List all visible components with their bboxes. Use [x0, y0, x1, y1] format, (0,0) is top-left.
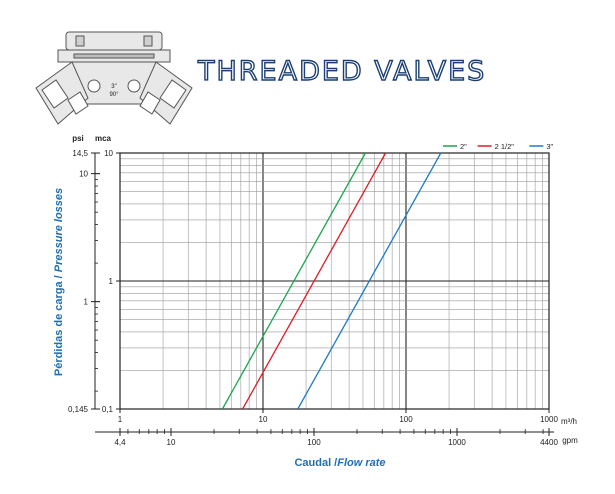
legend: 2" 2 1/2" 3": [443, 142, 554, 151]
x-unit-label: m³/h: [561, 417, 577, 426]
left-port-face: [67, 91, 89, 115]
valve-bolt-right: [143, 35, 153, 47]
series-lines: [221, 153, 442, 409]
valve-bolt-left: [75, 35, 85, 47]
series-line-3: [297, 153, 442, 409]
x-axis-label: Caudal /Flow rate: [294, 457, 385, 469]
valve-illustration: 3" 90°: [35, 31, 193, 125]
psi-tick-label: 10: [79, 170, 88, 179]
legend-label-3: 3": [546, 142, 553, 151]
gpm-tick-label: 1000: [448, 438, 466, 447]
series-line-1: [221, 153, 366, 409]
right-port-face: [139, 91, 161, 115]
psi-tick-label: 0,145: [68, 405, 89, 414]
gpm-tick-label: 4400: [540, 438, 558, 447]
x-tick-label: 100: [399, 415, 413, 424]
y-axis-label: Pérdidas de carga /Pressure losses: [53, 188, 65, 376]
left-gauge-icon: [87, 79, 101, 93]
legend-label-2: 2 1/2": [495, 142, 515, 151]
valve-size-label: 3": [111, 84, 116, 90]
left-port-opening: [41, 79, 69, 109]
psi-tick-label: 14,5: [72, 149, 88, 158]
y-tick-label: 10: [104, 149, 113, 158]
gpm-tick-label: 10: [167, 438, 176, 447]
right-port-opening: [159, 79, 187, 109]
x2-unit-label: gpm: [562, 436, 578, 445]
y-unit-label: mca: [95, 134, 112, 143]
legend-label-1: 2": [460, 142, 467, 151]
right-gauge-icon: [127, 79, 141, 93]
psi-tick-label: 1: [84, 298, 89, 307]
axes: 1 10 100 1000 4,4 10 100 1000 4400 0,145 1 10 14,5 0,…: [68, 149, 558, 447]
y2-unit-label: psi: [72, 134, 84, 143]
gpm-tick-label: 100: [307, 438, 321, 447]
x-tick-label: 1: [118, 415, 123, 424]
grid: [119, 152, 550, 410]
valve-angle-label: 90°: [109, 92, 119, 98]
gpm-tick-label: 4,4: [114, 438, 126, 447]
valve-seal: [73, 53, 155, 59]
x-tick-label: 1000: [540, 415, 558, 424]
page-title: THREADED VALVES: [197, 55, 487, 87]
x-tick-label: 10: [259, 415, 268, 424]
y-tick-label: 0,1: [102, 405, 114, 414]
y-tick-label: 1: [109, 277, 114, 286]
series-line-2: [242, 153, 387, 409]
